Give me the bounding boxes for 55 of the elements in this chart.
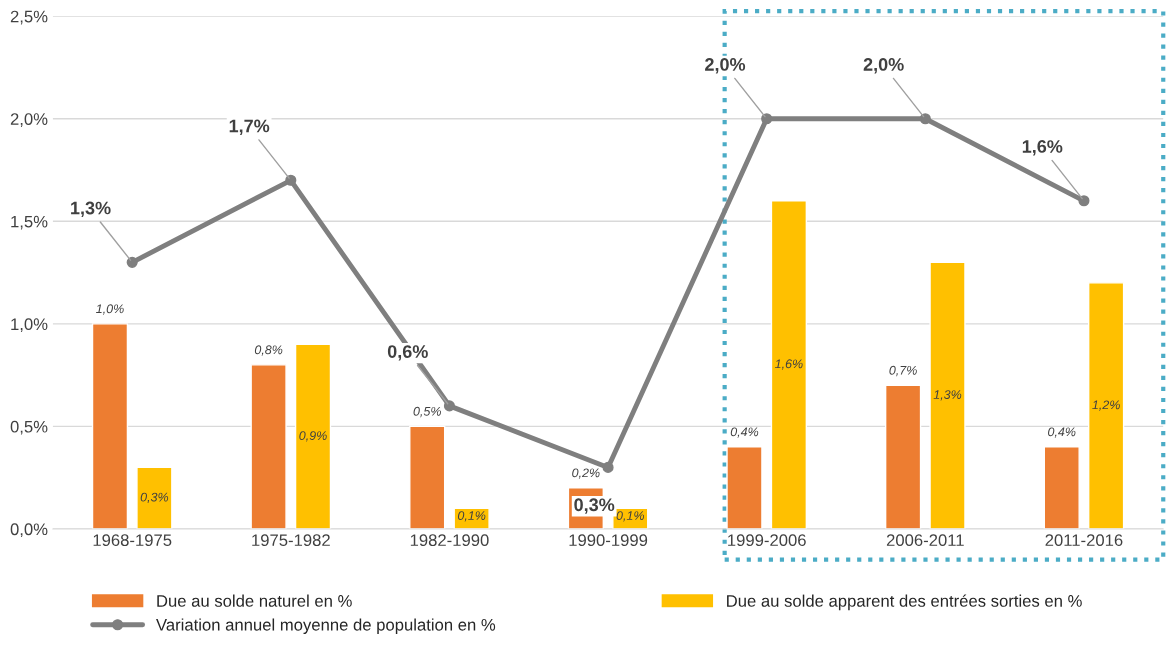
y-tick-label: 0,0% (10, 523, 48, 538)
y-tick-label: 0,5% (10, 420, 48, 435)
point (443, 400, 455, 412)
data-label: 0,1% (457, 511, 486, 522)
data-label: 0,1% (616, 511, 644, 522)
data-label: 0,5% (413, 406, 441, 418)
bar (409, 425, 446, 529)
data-label: 1,7% (229, 119, 270, 135)
point (126, 256, 138, 268)
x-tick-label: 1968-1975 (93, 534, 172, 547)
point (1078, 195, 1090, 207)
data-label: 0,4% (1048, 427, 1076, 438)
data-label: 1,2% (1092, 400, 1120, 411)
data-label: 0,3% (140, 492, 169, 503)
bar (726, 446, 763, 529)
data-label: 1,6% (774, 359, 803, 370)
y-tick-label: 1,5% (11, 215, 48, 230)
point (602, 461, 614, 473)
bar (884, 384, 922, 529)
legend-label: Variation annuel moyenne de population en % (156, 618, 496, 634)
bar (136, 466, 173, 529)
x-tick-label: 1975-1982 (252, 534, 330, 547)
data-label: 1,3% (933, 390, 962, 401)
x-tick-label: 1990-1999 (569, 534, 648, 547)
data-label: 0,4% (730, 427, 759, 438)
data-label: 0,9% (299, 431, 327, 442)
x-tick-label: 2006-2011 (886, 534, 964, 547)
bar (294, 343, 332, 529)
x-tick-label: 1999-2006 (728, 534, 806, 547)
data-label: 2,0% (863, 58, 904, 74)
data-label: 0,6% (387, 345, 428, 361)
point (919, 113, 931, 125)
bar (770, 200, 808, 529)
legend-label: Due au solde apparent des entrées sorties en % (727, 594, 1082, 611)
bar (91, 323, 129, 529)
x-tick-label: 2011-2016 (1045, 534, 1123, 547)
data-label: 2,0% (705, 58, 746, 74)
data-label: 0,8% (254, 345, 283, 356)
data-label: 0,2% (572, 468, 600, 479)
bar (1043, 446, 1080, 529)
data-label: 0,7% (889, 365, 917, 377)
data-label: 1,3% (71, 201, 111, 218)
y-tick-label: 2,5% (10, 10, 48, 25)
bar (929, 261, 966, 529)
y-tick-label: 1,0% (11, 318, 48, 333)
data-label: 0,3% (574, 498, 615, 514)
point (285, 174, 297, 186)
bar (1088, 282, 1125, 529)
data-label: 1,6% (1022, 140, 1063, 156)
y-tick-label: 2,0% (10, 113, 48, 127)
bar (250, 364, 287, 529)
data-label: 1,0% (96, 304, 124, 315)
x-tick-label: 1982-1990 (410, 534, 489, 547)
legend-label: Due au solde naturel en % (157, 594, 352, 607)
point (761, 113, 773, 125)
